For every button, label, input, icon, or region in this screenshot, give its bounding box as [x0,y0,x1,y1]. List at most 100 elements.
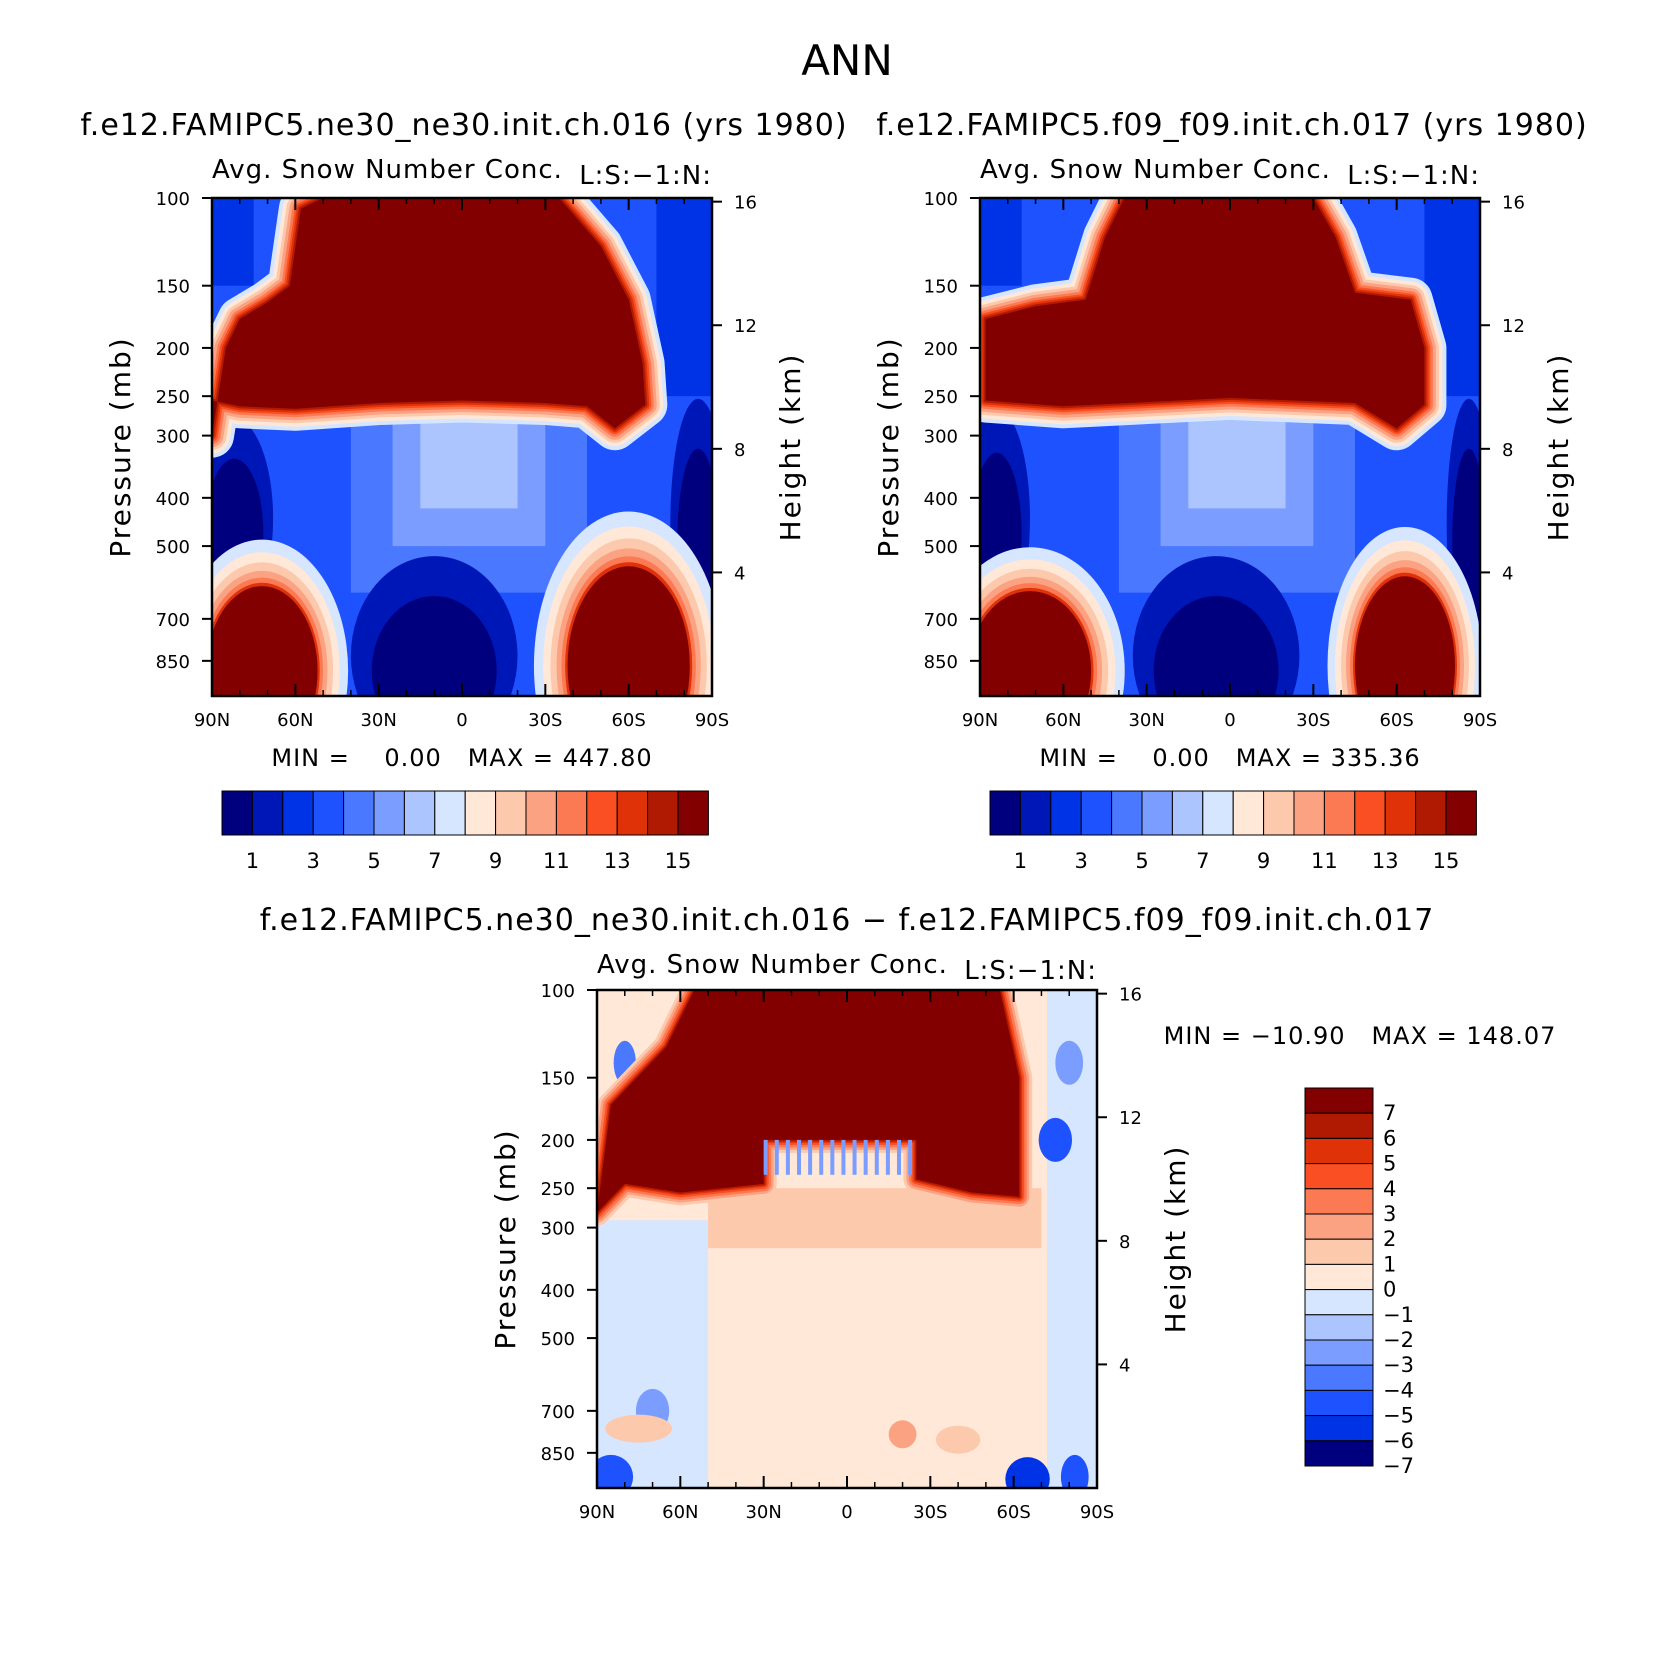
field-patch [605,1414,673,1443]
field-region [371,595,497,696]
colorbar-label: 9 [1257,849,1270,873]
axes: 90N 60N 30N 0 30S 60S 90S 100 150 200 250 300 400 500… [541,981,1142,1523]
field-streak [797,1139,801,1175]
y-tick-label: 250 [924,387,958,408]
field-streak [785,1139,790,1175]
y-tick-label: 300 [156,427,190,448]
y-tick-label: 700 [924,610,958,631]
colorbar-label: 15 [1433,849,1460,873]
colorbar-box [525,790,557,836]
colorbar-box [221,790,253,836]
colorbar-label: 6 [1383,1126,1396,1150]
colorbar-box [464,790,497,836]
colorbar-box [1141,790,1173,836]
colorbar-box [1111,790,1143,836]
field-patch [935,1425,981,1454]
x-tick-label: 90N [579,1502,615,1523]
y-axis-label: Pressure (mb) [872,336,905,557]
colorbar-label: 1 [1383,1252,1396,1276]
y2-tick-label: 8 [1119,1232,1130,1253]
y-tick-label: 850 [924,652,958,673]
y-tick-label: 700 [541,1402,575,1423]
y-tick-label: 400 [541,1281,575,1302]
min-max-label: MIN = 0.00 MAX = 447.80 [271,744,652,772]
field-streak [819,1139,824,1175]
x-tick-label: 30N [745,1502,781,1523]
x-tick-label: 60S [611,710,645,731]
panel-model1: f.e12.FAMIPC5.ne30_ne30.init.ch.016 (yrs… [80,108,846,873]
x-tick-label: 60N [277,710,313,731]
y-tick-label: 200 [541,1131,575,1152]
contour-field [212,198,712,696]
field-patch [597,1454,634,1488]
field-streak [852,1139,857,1175]
y-tick-label: 200 [924,339,958,360]
y2-tick-label: 16 [1502,193,1525,214]
colorbar-box [495,790,527,836]
field-band [980,198,1022,286]
colorbar-box [1304,1087,1374,1114]
y-tick-label: 850 [156,652,190,673]
colorbar: 1 3 5 7 9 11 13 15 [989,790,1477,873]
corner-label: L:S:−1:N: [964,956,1097,986]
colorbar-box [1354,790,1386,836]
colorbar-box [1019,790,1052,836]
y-tick-label: 250 [156,387,190,408]
y-tick-label: 500 [156,537,190,558]
colorbar-box [555,790,588,836]
colorbar-box [1304,1263,1374,1291]
axes: 90N 60N 30N 0 30S 60S 90S 100 150 200 250 300 400 500… [156,189,757,731]
colorbar-label: −2 [1383,1328,1414,1352]
surface-snow-blob [980,591,1092,696]
x-tick-label: 30S [913,1502,947,1523]
colorbar-box [1304,1137,1374,1165]
colorbar-label: 5 [1135,849,1148,873]
x-tick-label: 90N [962,710,998,731]
contour-field [980,198,1480,696]
colorbar-box [1304,1389,1374,1417]
field-streak [808,1139,813,1175]
y-tick-label: 150 [156,277,190,298]
field-patch [888,1420,917,1449]
y2-tick-label: 12 [1502,316,1525,337]
colorbar-label: 5 [1383,1152,1396,1176]
colorbar-label: 2 [1383,1227,1396,1251]
colorbar-box [1304,1112,1374,1139]
min-max-label: MIN = 0.00 MAX = 335.36 [1039,744,1420,772]
x-tick-label: 30S [528,710,562,731]
field-streak [830,1139,835,1175]
field-patch [1055,1040,1084,1085]
colorbar-label: −7 [1383,1454,1414,1478]
x-tick-label: 30S [1296,710,1330,731]
colorbar-label: 7 [1383,1101,1396,1125]
colorbar-box [282,790,314,836]
variable-title: Avg. Snow Number Conc. [212,155,563,185]
contour-level-max [597,990,1020,1213]
field-streak [874,1139,879,1175]
contour-level-16 [212,198,646,436]
colorbar-box [1304,1213,1374,1240]
x-tick-label: 30N [360,710,396,731]
colorbar-box [403,790,436,836]
colorbar-box [1304,1364,1374,1391]
y2-tick-label: 12 [734,316,757,337]
colorbar-box [1384,790,1417,836]
field-streak [897,1139,901,1175]
colorbar-label: 0 [1383,1278,1396,1302]
colorbar-label: 9 [489,849,502,873]
surface-snow-blob [1355,576,1455,696]
colorbar-box [1323,790,1356,836]
y2-tick-label: 12 [1119,1108,1142,1129]
colorbar-label: 11 [543,849,570,873]
y-tick-label: 500 [924,537,958,558]
y2-tick-label: 8 [1502,440,1513,461]
y2-tick-label: 16 [734,193,757,214]
colorbar-box [1304,1440,1374,1467]
colorbar-box [1304,1339,1374,1366]
x-tick-label: 90N [194,710,230,731]
y2-tick-label: 4 [1119,1355,1130,1376]
y-axis-label: Pressure (mb) [104,336,137,557]
colorbar-label: 1 [1014,849,1027,873]
y2-tick-label: 4 [1502,563,1513,584]
